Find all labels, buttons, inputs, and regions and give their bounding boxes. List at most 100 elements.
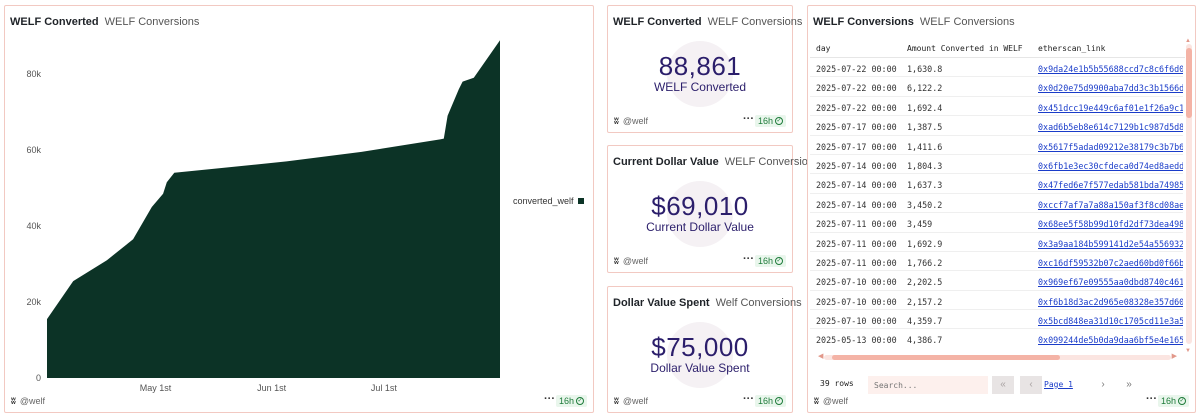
author-name: @welf <box>622 396 648 406</box>
cell-amount: 1,637.3 <box>907 180 943 191</box>
cell-etherscan-link[interactable]: 0x0d20e75d9900aba7dd3c3b1566d5 <box>1038 83 1183 94</box>
chart-card-header: WELF Converted WELF Conversions <box>10 16 199 28</box>
cell-etherscan-link[interactable]: 0x68ee5f58b99d10fd2df73dea498e <box>1038 219 1183 230</box>
table-card-title[interactable]: WELF Conversions <box>813 16 914 28</box>
counter-title[interactable]: Current Dollar Value <box>613 156 719 168</box>
check-circle-icon: ✓ <box>576 397 584 405</box>
column-header-etherscan-link[interactable]: etherscan_link <box>1038 44 1106 53</box>
table-header: day Amount Converted in WELF etherscan_l… <box>810 38 1185 58</box>
author-link[interactable]: ʬ @welf <box>11 396 45 406</box>
counter-label: Current Dollar Value <box>646 220 754 234</box>
cell-amount: 1,804.3 <box>907 160 943 171</box>
counter-display: $69,010 Current Dollar Value <box>608 181 792 247</box>
cell-etherscan-link[interactable]: 0x5617f5adad09212e38179c3b7b67 <box>1038 141 1183 152</box>
scrollbar-track <box>1186 44 1192 344</box>
scrollbar-thumb[interactable] <box>1186 48 1192 118</box>
page-indicator[interactable]: Page 1 <box>1044 380 1073 389</box>
freshness-text: 16h <box>558 396 574 406</box>
table-row: 2025-07-11 00:00 3,459 0x68ee5f58b99d10fd2… <box>810 213 1183 233</box>
y-tick-label: 60k <box>26 145 41 155</box>
cell-etherscan-link[interactable]: 0x5bcd848ea31d10c1705cd11e3a5f <box>1038 316 1183 327</box>
column-header-day[interactable]: day <box>816 44 831 53</box>
more-dots-icon[interactable]: ··· <box>1146 393 1157 405</box>
cell-amount: 4,386.7 <box>907 335 943 346</box>
counter-card-footer: ʬ @welf ··· 16h ✓ <box>608 252 792 272</box>
cell-etherscan-link[interactable]: 0x451dcc19e449c6af01e1f26a9c14 <box>1038 102 1183 113</box>
counter-subtitle[interactable]: WELF Conversions <box>707 16 803 28</box>
author-link[interactable]: ʬ @welf <box>614 396 648 406</box>
chart-card-subtitle[interactable]: WELF Conversions <box>104 16 200 28</box>
cell-amount: 1,630.8 <box>907 64 943 74</box>
cell-etherscan-link[interactable]: 0x9da24e1b5b55688ccd7c8c6f6d01 <box>1038 64 1183 74</box>
more-dots-icon[interactable]: ··· <box>743 393 754 405</box>
cell-amount: 3,459 <box>907 219 933 230</box>
cell-amount: 6,122.2 <box>907 83 943 94</box>
more-dots-icon[interactable]: ··· <box>544 393 555 405</box>
y-tick-label: 0 <box>36 373 41 383</box>
cell-etherscan-link[interactable]: 0x47fed6e7f577edab581bda74985a <box>1038 180 1183 191</box>
chart-card-title[interactable]: WELF Converted <box>10 16 99 28</box>
author-link[interactable]: ʬ @welf <box>614 256 648 266</box>
freshness-text: 16h <box>1160 396 1176 406</box>
vertical-scrollbar[interactable]: ▲ ▼ <box>1185 38 1193 354</box>
cell-amount: 3,450.2 <box>907 199 943 210</box>
first-page-icon[interactable]: « <box>992 376 1014 394</box>
author-link[interactable]: ʬ @welf <box>614 116 648 126</box>
counter-title[interactable]: Dollar Value Spent <box>613 297 710 309</box>
more-dots-icon[interactable]: ··· <box>743 253 754 265</box>
horizontal-scrollbar[interactable]: ◀ ▶ <box>818 352 1177 362</box>
cell-etherscan-link[interactable]: 0xf6b18d3ac2d965e08328e357d609 <box>1038 296 1183 307</box>
cell-etherscan-link[interactable]: 0xc16df59532b07c2aed60bd0f66bb <box>1038 257 1183 268</box>
column-header-amount[interactable]: Amount Converted in WELF <box>907 44 1023 53</box>
cell-amount: 1,692.4 <box>907 102 943 113</box>
row-count: 39 rows <box>820 379 854 388</box>
cell-etherscan-link[interactable]: 0x6fb1e3ec30cfdeca0d74ed8aedda <box>1038 160 1183 171</box>
scroll-down-icon[interactable]: ▼ <box>1185 348 1191 354</box>
scrollbar-thumb[interactable] <box>832 355 1060 360</box>
author-link[interactable]: ʬ @welf <box>814 396 848 406</box>
cell-etherscan-link[interactable]: 0xad6b5eb8e614c7129b1c987d5d8b <box>1038 122 1183 133</box>
table-row: 2025-07-22 00:00 6,122.2 0x0d20e75d9900aba… <box>810 77 1183 97</box>
cell-day: 2025-07-10 00:00 <box>816 296 897 307</box>
counter-value: $75,000 <box>651 332 749 362</box>
counter-display: $75,000 Dollar Value Spent <box>608 322 792 388</box>
cell-etherscan-link[interactable]: 0x099244de5b0da9daa6bf5e4e1659 <box>1038 335 1183 346</box>
cell-day: 2025-07-14 00:00 <box>816 199 897 210</box>
cell-amount: 1,766.2 <box>907 257 943 268</box>
table-row: 2025-07-22 00:00 1,630.8 0x9da24e1b5b55688… <box>810 58 1183 78</box>
table-row: 2025-05-13 00:00 4,386.7 0x099244de5b0da9d… <box>810 329 1183 348</box>
cell-etherscan-link[interactable]: 0x969ef67e09555aa0dbd8740c4616 <box>1038 277 1183 288</box>
cell-day: 2025-05-13 00:00 <box>816 335 897 346</box>
counter-bg-decoration <box>667 322 733 388</box>
counter-subtitle[interactable]: WELF Conversions <box>724 156 820 168</box>
check-circle-icon: ✓ <box>775 397 783 405</box>
table-search-input[interactable] <box>868 376 988 394</box>
counter-card-footer: ʬ @welf ··· 16h ✓ <box>608 112 792 132</box>
cell-etherscan-link[interactable]: 0xccf7af7a7a88a150af3f8cd08ae0 <box>1038 199 1183 210</box>
last-page-icon[interactable]: » <box>1126 379 1132 390</box>
prev-page-icon[interactable]: ‹ <box>1020 376 1042 394</box>
check-circle-icon: ✓ <box>775 117 783 125</box>
scroll-left-icon[interactable]: ◀ <box>818 353 824 360</box>
counter-title[interactable]: WELF Converted <box>613 16 702 28</box>
chart-legend[interactable]: converted_welf <box>513 196 584 206</box>
cell-etherscan-link[interactable]: 0x3a9aa184b599141d2e54a556932a <box>1038 238 1183 249</box>
scroll-up-icon[interactable]: ▲ <box>1185 38 1191 44</box>
table-row: 2025-07-14 00:00 1,804.3 0x6fb1e3ec30cfdec… <box>810 155 1183 175</box>
counter-subtitle[interactable]: Welf Conversions <box>715 297 802 309</box>
scroll-right-icon[interactable]: ▶ <box>1171 353 1177 360</box>
welf-logo-icon: ʬ <box>614 116 619 126</box>
counter-value: 88,861 <box>658 51 742 81</box>
cell-amount: 1,411.6 <box>907 141 943 152</box>
more-dots-icon[interactable]: ··· <box>743 113 754 125</box>
cell-amount: 4,359.7 <box>907 316 943 327</box>
table-card-footer: ʬ @welf ··· 16h ✓ <box>808 392 1195 412</box>
table-row: 2025-07-14 00:00 3,450.2 0xccf7af7a7a88a15… <box>810 194 1183 214</box>
freshness-badge: 16h ✓ <box>754 395 786 407</box>
check-circle-icon: ✓ <box>1178 397 1186 405</box>
table-card-subtitle[interactable]: WELF Conversions <box>919 16 1015 28</box>
next-page-icon[interactable]: › <box>1101 379 1105 390</box>
series-area-converted-welf[interactable] <box>47 40 500 379</box>
table-row: 2025-07-14 00:00 1,637.3 0x47fed6e7f577eda… <box>810 174 1183 194</box>
table-row: 2025-07-11 00:00 1,692.9 0x3a9aa184b599141… <box>810 233 1183 252</box>
